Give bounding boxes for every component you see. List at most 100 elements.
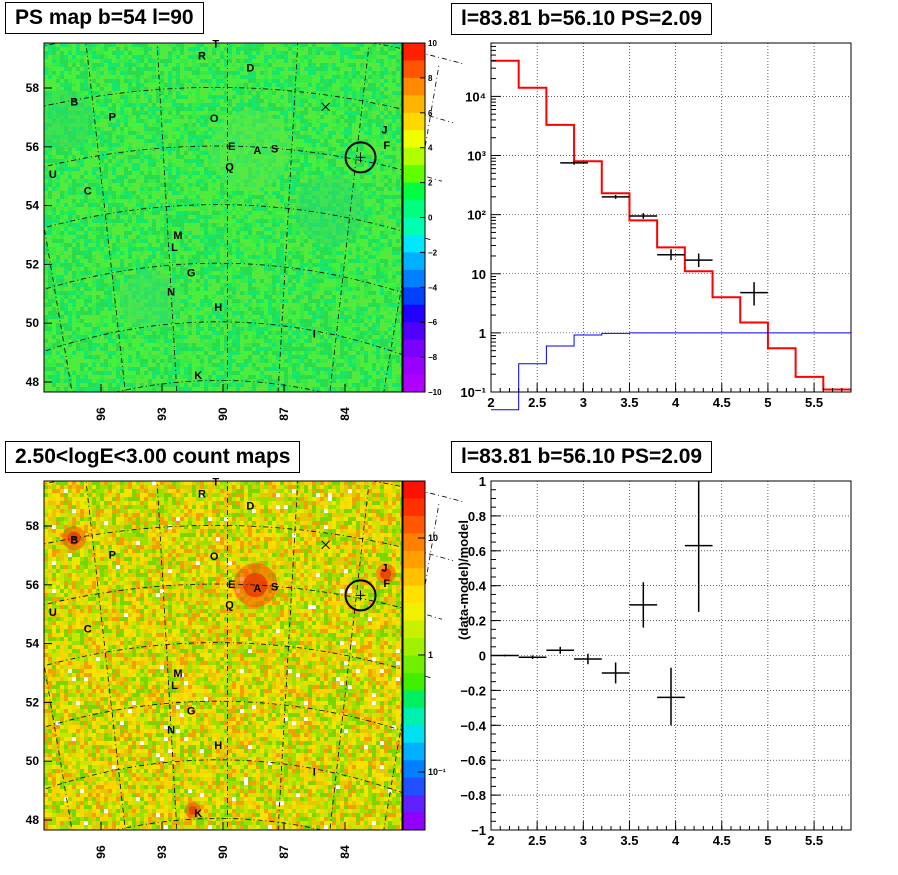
x-tick-label: 3.5 bbox=[620, 833, 638, 848]
graticule-lon bbox=[377, 63, 440, 430]
model-source-step bbox=[491, 332, 851, 411]
source-label-L: L bbox=[171, 680, 178, 692]
target-crosshair bbox=[355, 152, 366, 163]
map-patch bbox=[120, 270, 180, 330]
target-circle bbox=[344, 579, 377, 612]
target-crosshair bbox=[355, 590, 366, 601]
source-label-O: O bbox=[210, 551, 219, 563]
y-tick-label: 0.4 bbox=[468, 579, 487, 594]
x-tick-label: 5.5 bbox=[805, 395, 823, 410]
ps-colorbar-label: 6 bbox=[428, 109, 433, 118]
x-tick-label: 5.5 bbox=[805, 833, 823, 848]
map-y-tick-label: 56 bbox=[26, 578, 40, 592]
graticule-lon bbox=[327, 486, 369, 853]
ps-colorbar-label: 4 bbox=[428, 144, 433, 153]
map-y-tick-label: 58 bbox=[26, 81, 40, 95]
map-y-tick-label: 48 bbox=[26, 813, 40, 827]
source-label-E: E bbox=[228, 141, 235, 153]
source-label-R: R bbox=[198, 488, 206, 500]
graticule-lat bbox=[23, 642, 432, 679]
map-x-tick-label: 87 bbox=[277, 407, 291, 421]
source-label-Q: Q bbox=[225, 600, 234, 612]
ps-colorbar-label: −8 bbox=[428, 353, 438, 362]
x-tick-label: 2.5 bbox=[528, 395, 546, 410]
map-y-tick-label: 54 bbox=[26, 199, 40, 213]
y-tick-label: −1 bbox=[471, 823, 486, 838]
graticule-lat bbox=[34, 700, 421, 737]
y-tick-label: 10³ bbox=[467, 149, 486, 164]
y-tick-label: 10 bbox=[472, 267, 486, 282]
map-x-tick-label: 96 bbox=[94, 407, 108, 421]
map-y-tick-label: 56 bbox=[26, 140, 40, 154]
map-y-tick-label: 52 bbox=[26, 695, 40, 709]
x-tick-label: 2.5 bbox=[528, 833, 546, 848]
count-colorbar-label: 10 bbox=[428, 533, 438, 543]
y-tick-label: 0.6 bbox=[468, 544, 486, 559]
source-label-N: N bbox=[167, 725, 175, 737]
spectrum-plot: 2 2.5 3 3.5 4 4.5 5 5.5 10⁻¹ 1 10 10² 10³ 10⁴ bbox=[460, 42, 852, 411]
source-label-F: F bbox=[383, 140, 390, 152]
y-tick-label: −0.4 bbox=[460, 718, 486, 733]
graticule-lat bbox=[12, 145, 443, 182]
graticule-lat bbox=[1, 525, 454, 562]
map-y-tick-label: 50 bbox=[26, 316, 40, 330]
count-map-title: 2.50<logE<3.00 count maps bbox=[5, 441, 301, 473]
x-tick-label: 4 bbox=[672, 833, 680, 848]
y-tick-label: −0.6 bbox=[460, 753, 486, 768]
target-circle bbox=[344, 141, 377, 174]
map-y-tick-label: 52 bbox=[26, 257, 40, 271]
y-tick-label: 0.8 bbox=[468, 509, 486, 524]
y-tick-label: 10⁻¹ bbox=[460, 385, 486, 400]
map-x-tick-label: 84 bbox=[338, 407, 352, 421]
ps-colorbar-label: −2 bbox=[428, 248, 438, 257]
residual-title: l=83.81 b=56.10 PS=2.09 bbox=[451, 441, 713, 473]
y-tick-label: 1 bbox=[479, 326, 486, 341]
x-tick-label: 3 bbox=[580, 395, 587, 410]
source-label-F: F bbox=[383, 578, 390, 590]
pulsar-marker bbox=[321, 102, 331, 112]
spectrum-title: l=83.81 b=56.10 PS=2.09 bbox=[451, 3, 713, 35]
source-label-C: C bbox=[84, 186, 92, 198]
source-label-B: B bbox=[70, 97, 78, 109]
graticule-lon bbox=[156, 474, 178, 841]
graticule-lon bbox=[327, 48, 369, 415]
count-colorbar-label: 10⁻¹ bbox=[428, 767, 446, 777]
source-label-G: G bbox=[187, 706, 196, 718]
spectrum-frame bbox=[490, 42, 852, 393]
map-y-tick-label: 58 bbox=[26, 519, 40, 533]
source-label-S: S bbox=[271, 143, 278, 155]
source-label-Q: Q bbox=[225, 162, 234, 174]
ps-colorbar: 10 8 6 4 2 0 −2 −4 −6 −8 −10 bbox=[402, 39, 442, 397]
source-label-H: H bbox=[214, 740, 222, 752]
graticule-lat bbox=[45, 321, 410, 358]
y-tick-label: 10² bbox=[467, 208, 486, 223]
map-x-tick-label: 87 bbox=[277, 845, 291, 859]
x-tick-label: 3.5 bbox=[620, 395, 638, 410]
count-colorbar: 10 1 10⁻¹ bbox=[402, 480, 446, 831]
graticule-lon bbox=[85, 44, 128, 411]
map-patch bbox=[33, 90, 93, 150]
ps-map-title: PS map b=54 l=90 bbox=[5, 2, 204, 34]
y-tick-label: 0.2 bbox=[468, 614, 486, 629]
graticule-lat bbox=[34, 262, 421, 299]
model-total-step bbox=[491, 59, 851, 391]
map-patch bbox=[295, 175, 365, 245]
bright-source-core bbox=[380, 568, 392, 580]
count-colorbar-label: 1 bbox=[428, 650, 433, 660]
source-label-H: H bbox=[214, 302, 222, 314]
source-label-D: D bbox=[246, 63, 254, 75]
source-label-L: L bbox=[171, 242, 178, 254]
x-tick-label: 2 bbox=[487, 833, 494, 848]
graticule-lon bbox=[15, 57, 78, 425]
source-label-J: J bbox=[381, 124, 387, 136]
ps-colorbar-label: 10 bbox=[428, 39, 437, 48]
graticule-lat bbox=[45, 759, 410, 796]
source-label-T: T bbox=[212, 476, 219, 488]
source-label-C: C bbox=[84, 624, 92, 636]
source-label-P: P bbox=[109, 111, 116, 123]
source-label-P: P bbox=[109, 549, 116, 561]
source-label-J: J bbox=[381, 562, 387, 574]
map-x-tick-label: 96 bbox=[94, 845, 108, 859]
graticule-lat bbox=[12, 583, 443, 620]
